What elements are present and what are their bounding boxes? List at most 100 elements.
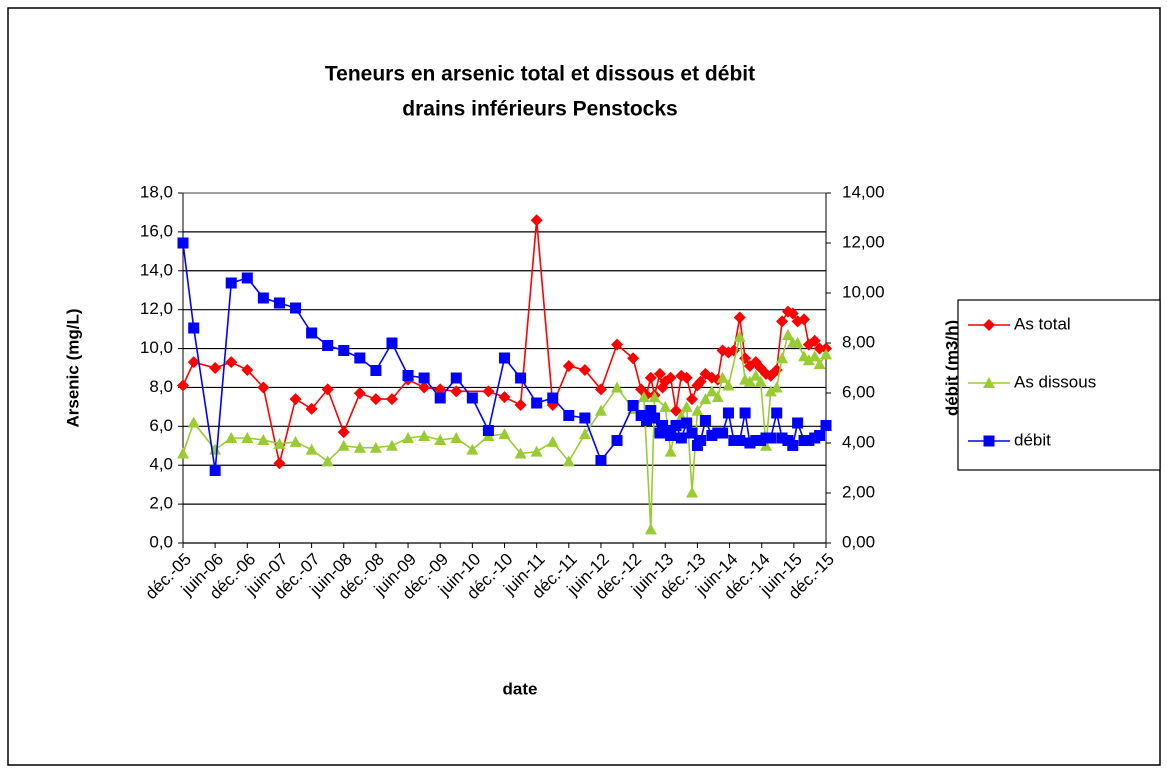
- point: [241, 272, 253, 284]
- point: [733, 330, 746, 342]
- point: [188, 322, 200, 334]
- point: [711, 391, 724, 403]
- point: [466, 443, 479, 455]
- point: [450, 372, 462, 384]
- point: [547, 392, 559, 404]
- point: [369, 393, 382, 406]
- point: [466, 392, 478, 404]
- point: [354, 352, 366, 364]
- point: [791, 336, 804, 348]
- point: [627, 400, 639, 411]
- point: [728, 435, 740, 446]
- point: [337, 426, 350, 439]
- point: [434, 383, 447, 396]
- point: [321, 383, 334, 396]
- point: [680, 371, 693, 384]
- point: [562, 455, 575, 467]
- point: [649, 412, 661, 424]
- y2-tick-label: 6,00: [842, 382, 875, 401]
- point: [743, 375, 756, 387]
- y-tick-label: 14,0: [140, 260, 173, 279]
- point: [803, 435, 815, 446]
- point: [611, 381, 624, 393]
- point: [498, 428, 511, 440]
- point: [515, 372, 527, 384]
- point: [257, 381, 270, 394]
- point: [611, 435, 623, 446]
- point: [670, 420, 682, 431]
- point: [644, 371, 657, 384]
- legend-marker: [983, 377, 995, 388]
- point: [241, 363, 254, 376]
- point: [813, 358, 826, 370]
- y2-tick-label: 14,00: [842, 182, 885, 201]
- point: [531, 397, 543, 409]
- point: [644, 523, 657, 535]
- point: [305, 402, 318, 415]
- point: [187, 416, 200, 428]
- point: [798, 313, 811, 326]
- point: [786, 307, 799, 320]
- point: [664, 445, 677, 457]
- chart-title: drains inférieurs Penstocks: [402, 98, 677, 121]
- point: [675, 432, 687, 444]
- point: [820, 420, 832, 431]
- point: [792, 417, 804, 429]
- point: [385, 439, 398, 451]
- point: [209, 362, 222, 374]
- point: [434, 392, 446, 404]
- point: [241, 432, 254, 443]
- y-tick-label: 16,0: [140, 221, 173, 240]
- point: [482, 385, 495, 398]
- point: [225, 432, 238, 443]
- point: [802, 354, 815, 366]
- point: [257, 433, 270, 445]
- point: [733, 311, 746, 324]
- point: [337, 439, 350, 451]
- point: [776, 352, 789, 364]
- point: [705, 385, 718, 397]
- y-tick-label: 0,0: [149, 532, 173, 551]
- legend-label: débit: [1014, 430, 1051, 449]
- point: [813, 342, 826, 355]
- y-tick-label: 10,0: [140, 338, 173, 357]
- point: [594, 383, 607, 396]
- point: [722, 379, 735, 391]
- point: [699, 393, 712, 405]
- point: [744, 437, 756, 449]
- point: [739, 407, 751, 419]
- point: [546, 435, 559, 447]
- point: [645, 405, 657, 416]
- point: [664, 371, 677, 384]
- point: [177, 447, 189, 459]
- point: [418, 372, 430, 384]
- y2-tick-label: 0,00: [842, 532, 875, 551]
- chart-title: Teneurs en arsenic total et dissous et d…: [325, 63, 755, 86]
- point: [706, 430, 718, 441]
- point: [385, 393, 398, 406]
- point: [450, 432, 463, 443]
- legend-marker: [983, 435, 995, 447]
- point: [434, 433, 447, 445]
- point: [722, 407, 734, 419]
- point: [627, 352, 640, 365]
- point: [450, 385, 463, 398]
- point: [594, 404, 607, 416]
- point: [273, 437, 286, 449]
- point: [749, 369, 762, 381]
- y-tick-label: 2,0: [149, 494, 173, 513]
- point: [781, 328, 794, 340]
- point: [814, 430, 826, 441]
- point: [637, 391, 650, 403]
- legend-label: As dissous: [1014, 372, 1096, 391]
- point: [418, 430, 431, 442]
- y-tick-label: 12,0: [140, 299, 173, 318]
- point: [338, 345, 350, 356]
- point: [691, 404, 704, 416]
- y-tick-label: 18,0: [140, 182, 173, 201]
- point: [177, 379, 189, 392]
- point: [563, 410, 575, 421]
- y-tick-label: 4,0: [149, 455, 173, 474]
- point: [289, 435, 302, 447]
